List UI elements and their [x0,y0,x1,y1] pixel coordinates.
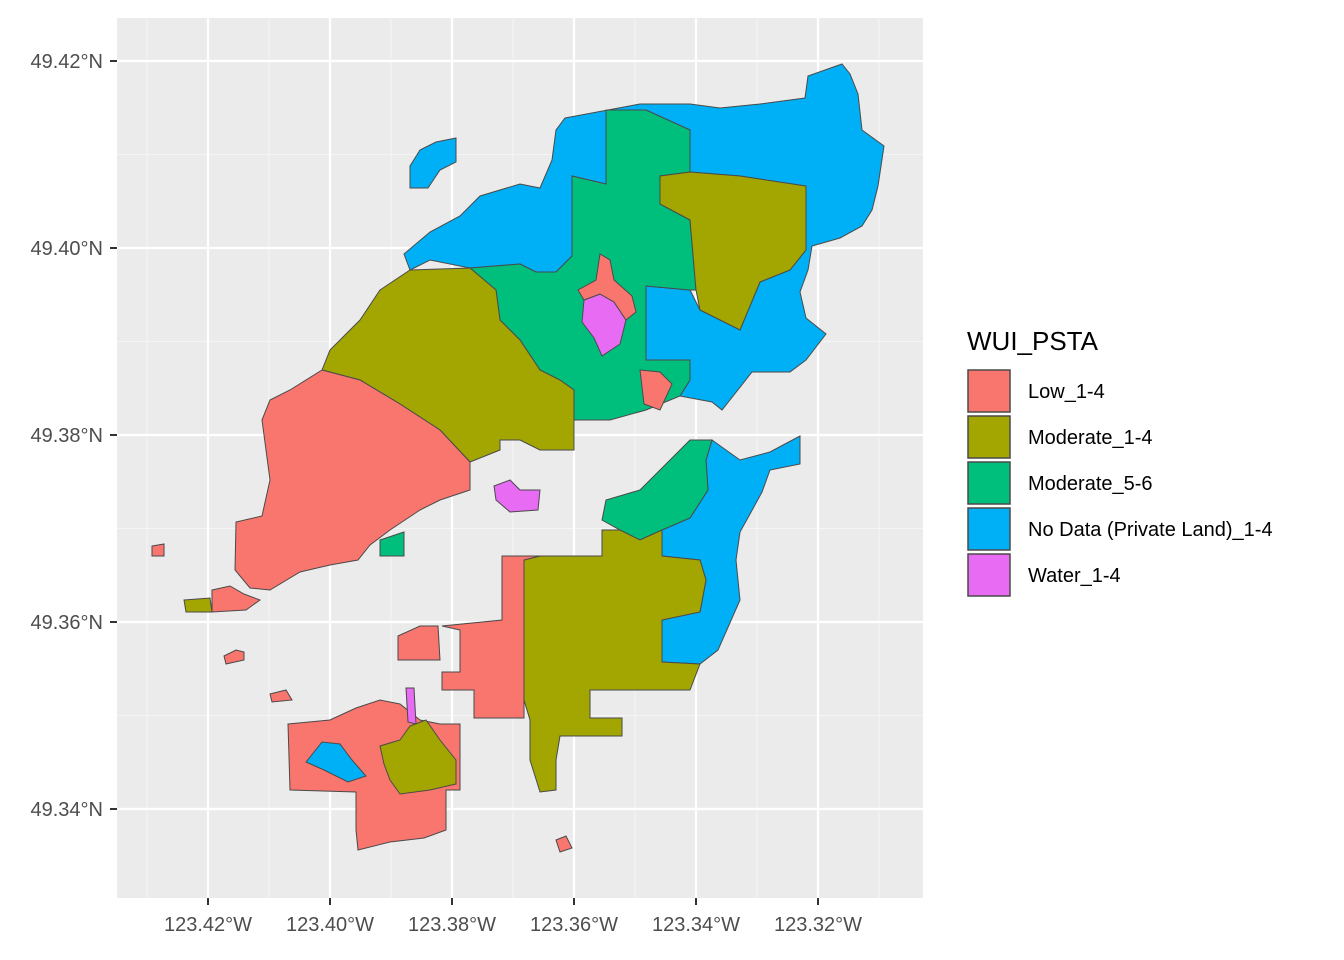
x-tick-label: 123.40°W [286,914,374,936]
region-mod14-sw [379,719,457,795]
legend: WUI_PSTA Low_1-4 Moderate_1-4 Moderate_5… [967,326,1273,597]
legend-entry-moderate-5-6: Moderate_5-6 [967,461,1153,505]
region-low-westtiny1 [151,543,165,557]
legend-key-low [967,369,1011,413]
legend-label: Moderate_5-6 [1028,473,1153,495]
legend-title: WUI_PSTA [967,326,1099,356]
region-low-west [234,369,471,591]
region-mod14-westbit [183,597,213,613]
legend-entry-low: Low_1-4 [967,369,1105,413]
y-tick-label: 49.40°N [31,238,104,260]
legend-label: Moderate_1-4 [1028,427,1153,449]
legend-entry-no-data: No Data (Private Land)_1-4 [967,507,1273,551]
region-low-westtiny3 [269,689,293,703]
y-axis: 49.42°N 49.40°N 49.38°N 49.36°N 49.34°N [31,51,104,821]
region-nodata-islet [409,137,457,189]
region-low-southtiny [555,835,573,853]
legend-key-moderate-1-4 [967,415,1011,459]
y-tick-label: 49.34°N [31,799,104,821]
y-tick-label: 49.38°N [31,425,104,447]
region-water-islet [493,479,541,513]
region-water-sliver [405,687,417,725]
legend-key-no-data [967,507,1011,551]
region-low-central-small [639,369,673,411]
region-nodata-sw [305,741,367,783]
x-tick-label: 123.32°W [774,914,862,936]
region-mod14-ne [659,171,807,331]
axis-ticks [110,60,819,905]
map-polygons [151,63,885,853]
region-low-westbit [211,585,262,613]
legend-entry-water: Water_1-4 [967,553,1121,597]
legend-label: No Data (Private Land)_1-4 [1028,519,1273,541]
legend-key-water [967,553,1011,597]
x-tick-label: 123.34°W [652,914,740,936]
region-low-pond-rim [577,253,637,321]
legend-entry-moderate-1-4: Moderate_1-4 [967,415,1153,459]
legend-key-moderate-5-6 [967,461,1011,505]
y-tick-label: 49.36°N [31,612,104,634]
x-tick-label: 123.36°W [530,914,618,936]
y-tick-label: 49.42°N [31,51,104,73]
region-low-westtiny2 [223,649,245,665]
x-axis: 123.42°W 123.40°W 123.38°W 123.36°W 123.… [164,914,862,936]
region-mod56-westtiny [379,531,405,557]
legend-label: Water_1-4 [1028,565,1121,587]
region-low-south-central [441,555,541,719]
region-low-central-south [397,625,441,661]
legend-label: Low_1-4 [1028,381,1105,403]
region-mod14-se [523,529,707,793]
x-tick-label: 123.42°W [164,914,252,936]
x-tick-label: 123.38°W [408,914,496,936]
